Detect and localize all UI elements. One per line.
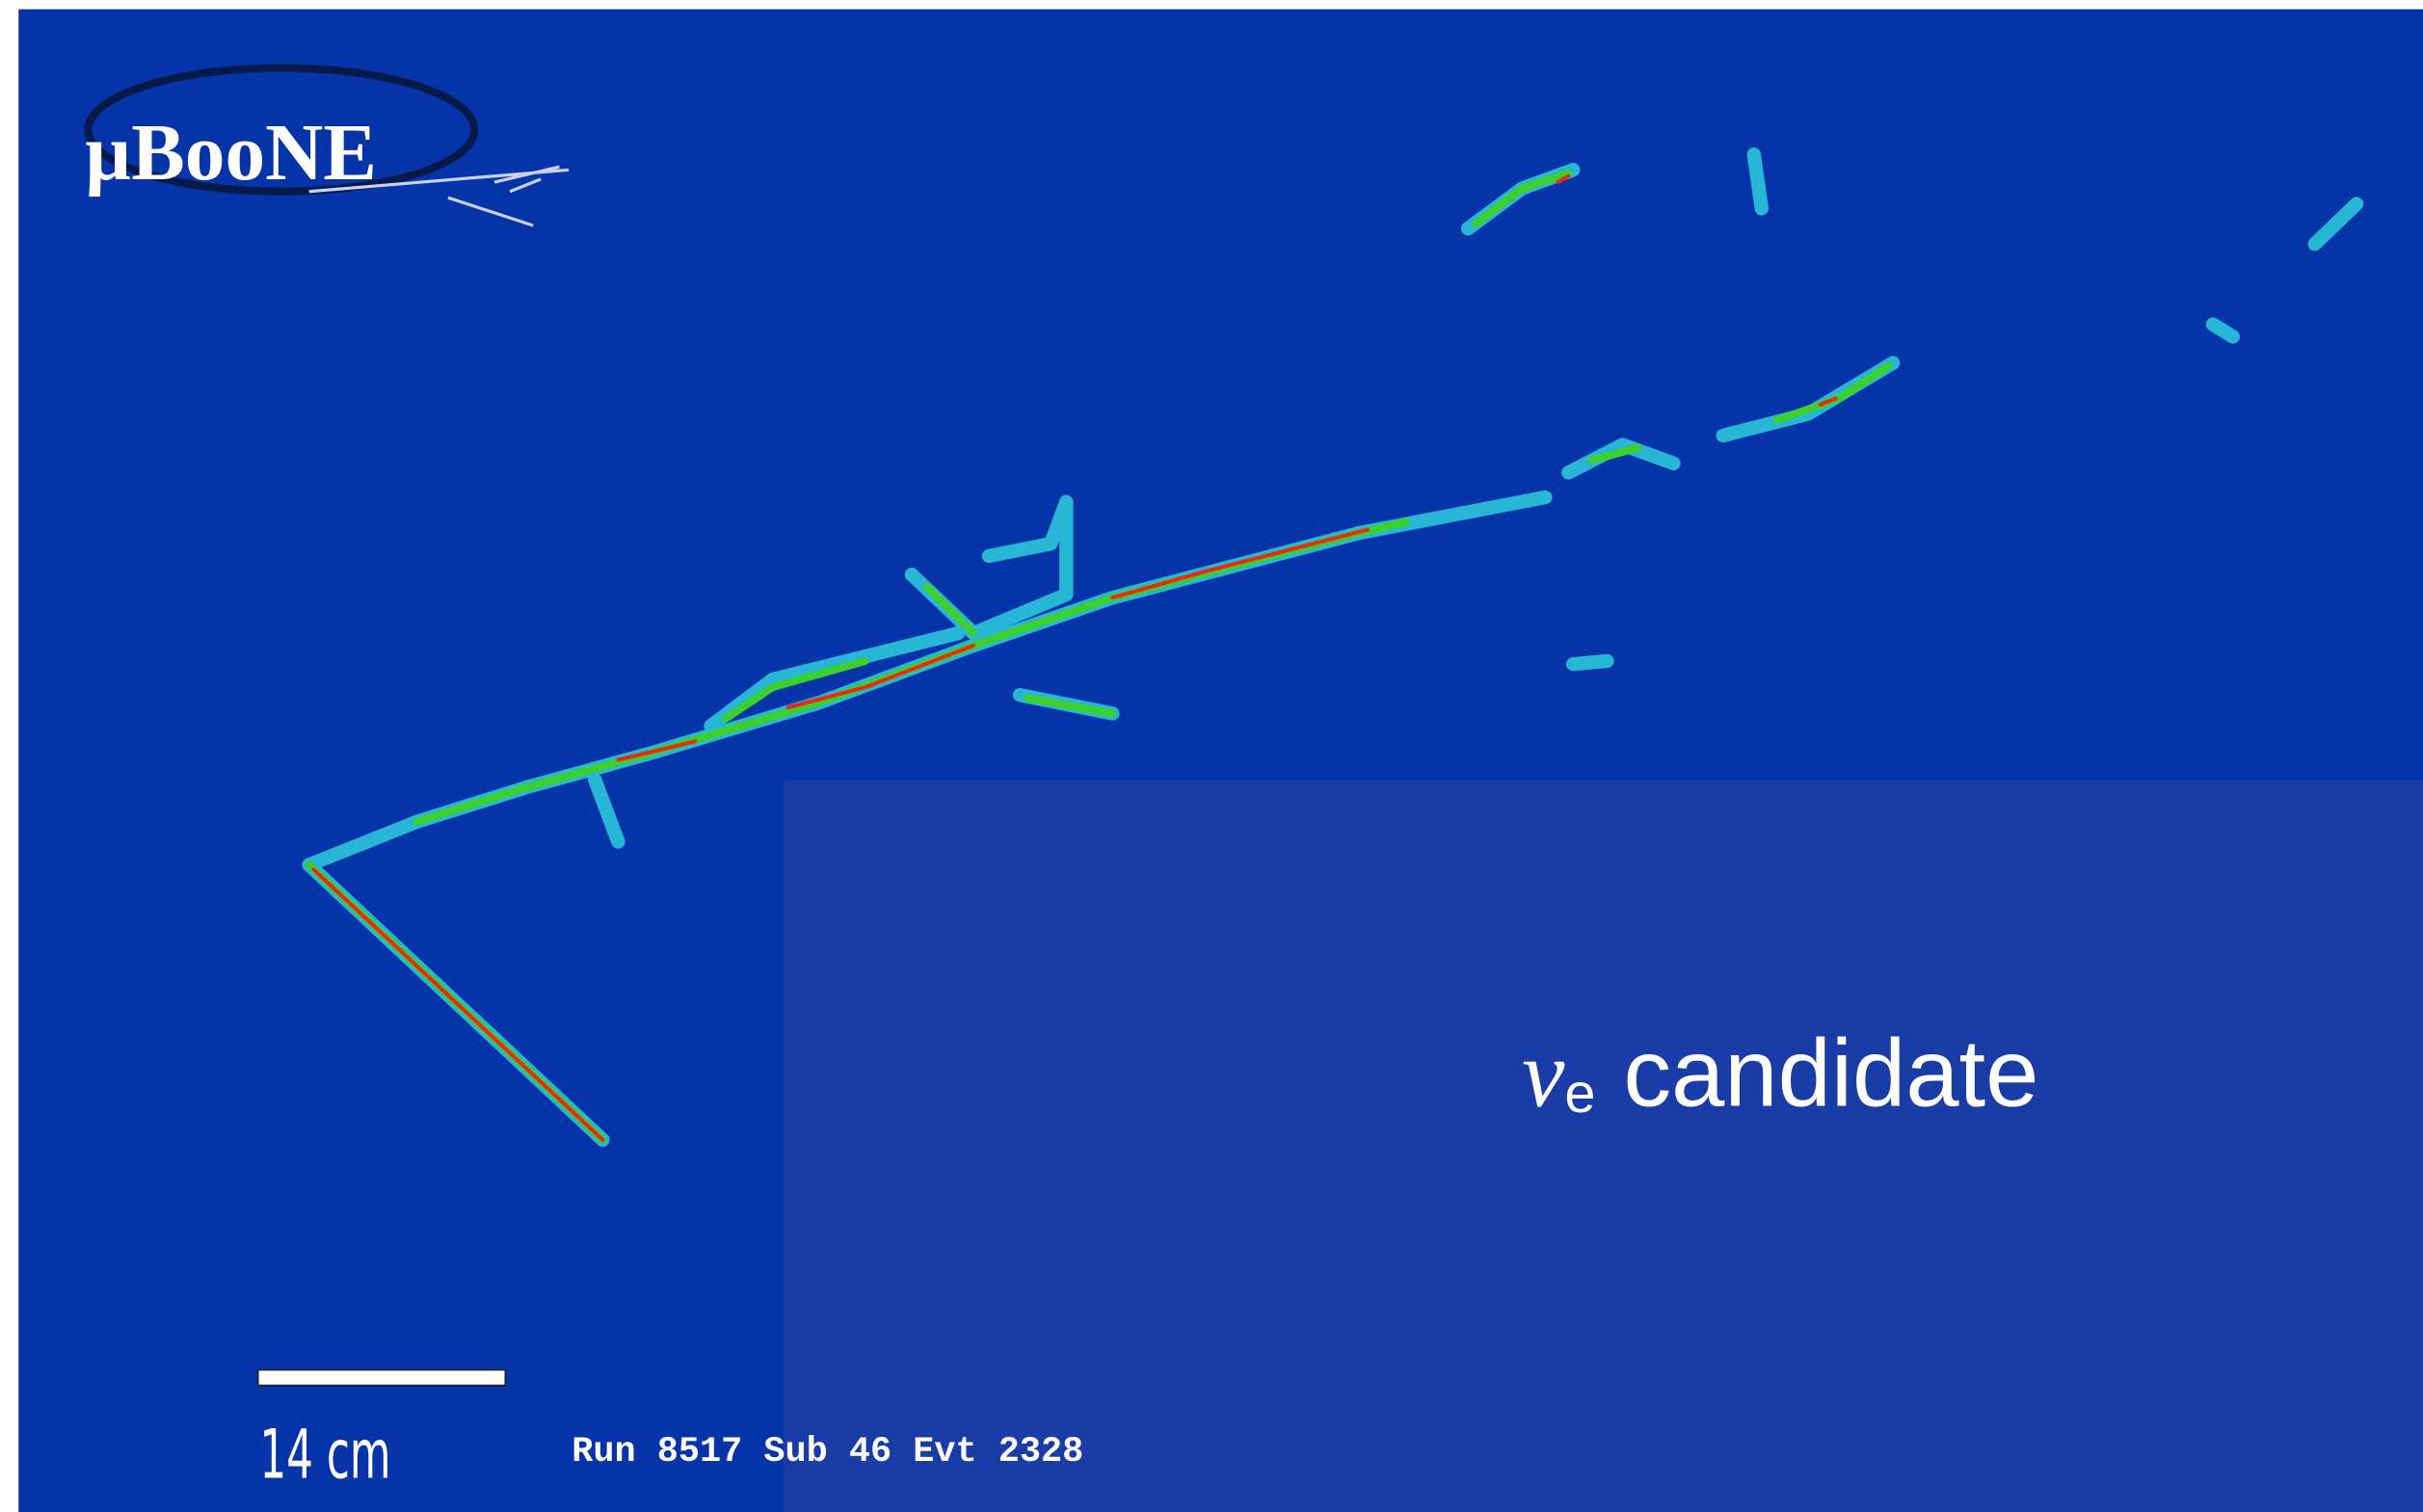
scale-bar <box>258 1370 506 1386</box>
label-symbol: ν <box>1522 1021 1565 1127</box>
label-text: candidate <box>1623 1021 2038 1127</box>
run-info: Run 8517 Sub 46 Evt 2328 <box>572 1432 1083 1472</box>
page: {"logo": {"text": "µBooNE"}, "label": {"… <box>0 0 2423 1512</box>
scale-bar-label: 14 cm <box>259 1416 390 1495</box>
logo-text: µBooNE <box>85 109 377 198</box>
inset-region <box>784 780 2423 1512</box>
event-display: µBooNE νe candidate 14 cm Run 8517 Sub 46… <box>0 0 2423 1512</box>
label-subscript: e <box>1564 1063 1595 1125</box>
